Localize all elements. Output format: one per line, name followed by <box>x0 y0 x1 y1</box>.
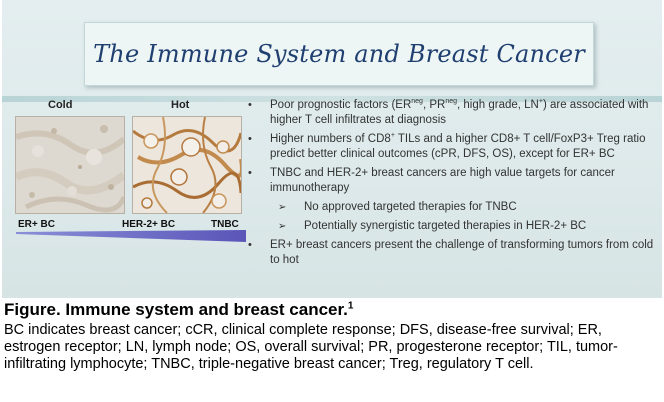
figure-caption-body: BC indicates breast cancer; cCR, clinica… <box>4 322 618 372</box>
slide-title: The Immune System and Breast Cancer <box>93 40 585 68</box>
cold-tissue-image <box>15 116 125 214</box>
bullet-text: , PR <box>422 99 446 111</box>
bullet-text: ) are associated with higher T cell infi… <box>270 99 649 126</box>
bullet-item: • Higher numbers of CD8+ TILs and a high… <box>248 132 658 162</box>
bullet-list: • Poor prognostic factors (ERneg, PRneg,… <box>248 98 658 272</box>
bullet-dot-icon: • <box>248 99 252 111</box>
bullet-item: • Poor prognostic factors (ERneg, PRneg,… <box>248 98 658 128</box>
bullet-text: Higher numbers of CD8 <box>270 133 391 145</box>
bullet-text: ER+ breast cancers present the challenge… <box>270 239 654 266</box>
sub-bullet-item: ➢ Potentially synergistic targeted thera… <box>248 219 658 234</box>
her2-bc-label: HER-2+ BC <box>122 219 176 230</box>
bullet-text: Potentially synergistic targeted therapi… <box>304 220 587 232</box>
bullet-item: • ER+ breast cancers present the challen… <box>248 238 658 268</box>
bullet-dot-icon: • <box>248 239 252 251</box>
slide-header-band <box>2 96 662 102</box>
superscript: + <box>390 132 395 140</box>
bullet-text: TILs and a higher CD8+ T cell/FoxP3+ Tre… <box>270 133 646 160</box>
bullet-item: • TNBC and HER-2+ breast cancers are hig… <box>248 166 658 196</box>
bullet-dot-icon: • <box>248 133 252 145</box>
superscript: + <box>538 98 543 106</box>
figure-caption-title: Figure. Immune system and breast cancer.… <box>4 300 353 320</box>
bullet-text: Poor prognostic factors (ER <box>270 99 412 111</box>
tnbc-label: TNBC <box>211 219 239 230</box>
superscript: neg <box>445 98 458 106</box>
er-bc-label: ER+ BC <box>18 219 55 230</box>
arrow-bullet-icon: ➢ <box>278 202 287 213</box>
reference-superscript: 1 <box>347 300 354 312</box>
hot-tissue-image <box>132 116 242 214</box>
slide-image: The Immune System and Breast Cancer Cold… <box>2 0 662 298</box>
gradient-wedge <box>16 230 246 242</box>
caption-title-text: Figure. Immune system and breast cancer. <box>4 300 348 319</box>
sub-bullet-item: ➢ No approved targeted therapies for TNB… <box>248 200 658 215</box>
superscript: neg <box>411 98 423 106</box>
bullet-text: , high grade, LN <box>457 99 539 111</box>
arrow-bullet-icon: ➢ <box>278 221 287 232</box>
bullet-dot-icon: • <box>248 167 252 179</box>
cold-label: Cold <box>48 99 73 111</box>
slide-title-box: The Immune System and Breast Cancer <box>84 22 594 86</box>
bullet-text: TNBC and HER-2+ breast cancers are high … <box>270 167 615 194</box>
bullet-text: No approved targeted therapies for TNBC <box>304 201 517 213</box>
hot-label: Hot <box>171 99 190 111</box>
